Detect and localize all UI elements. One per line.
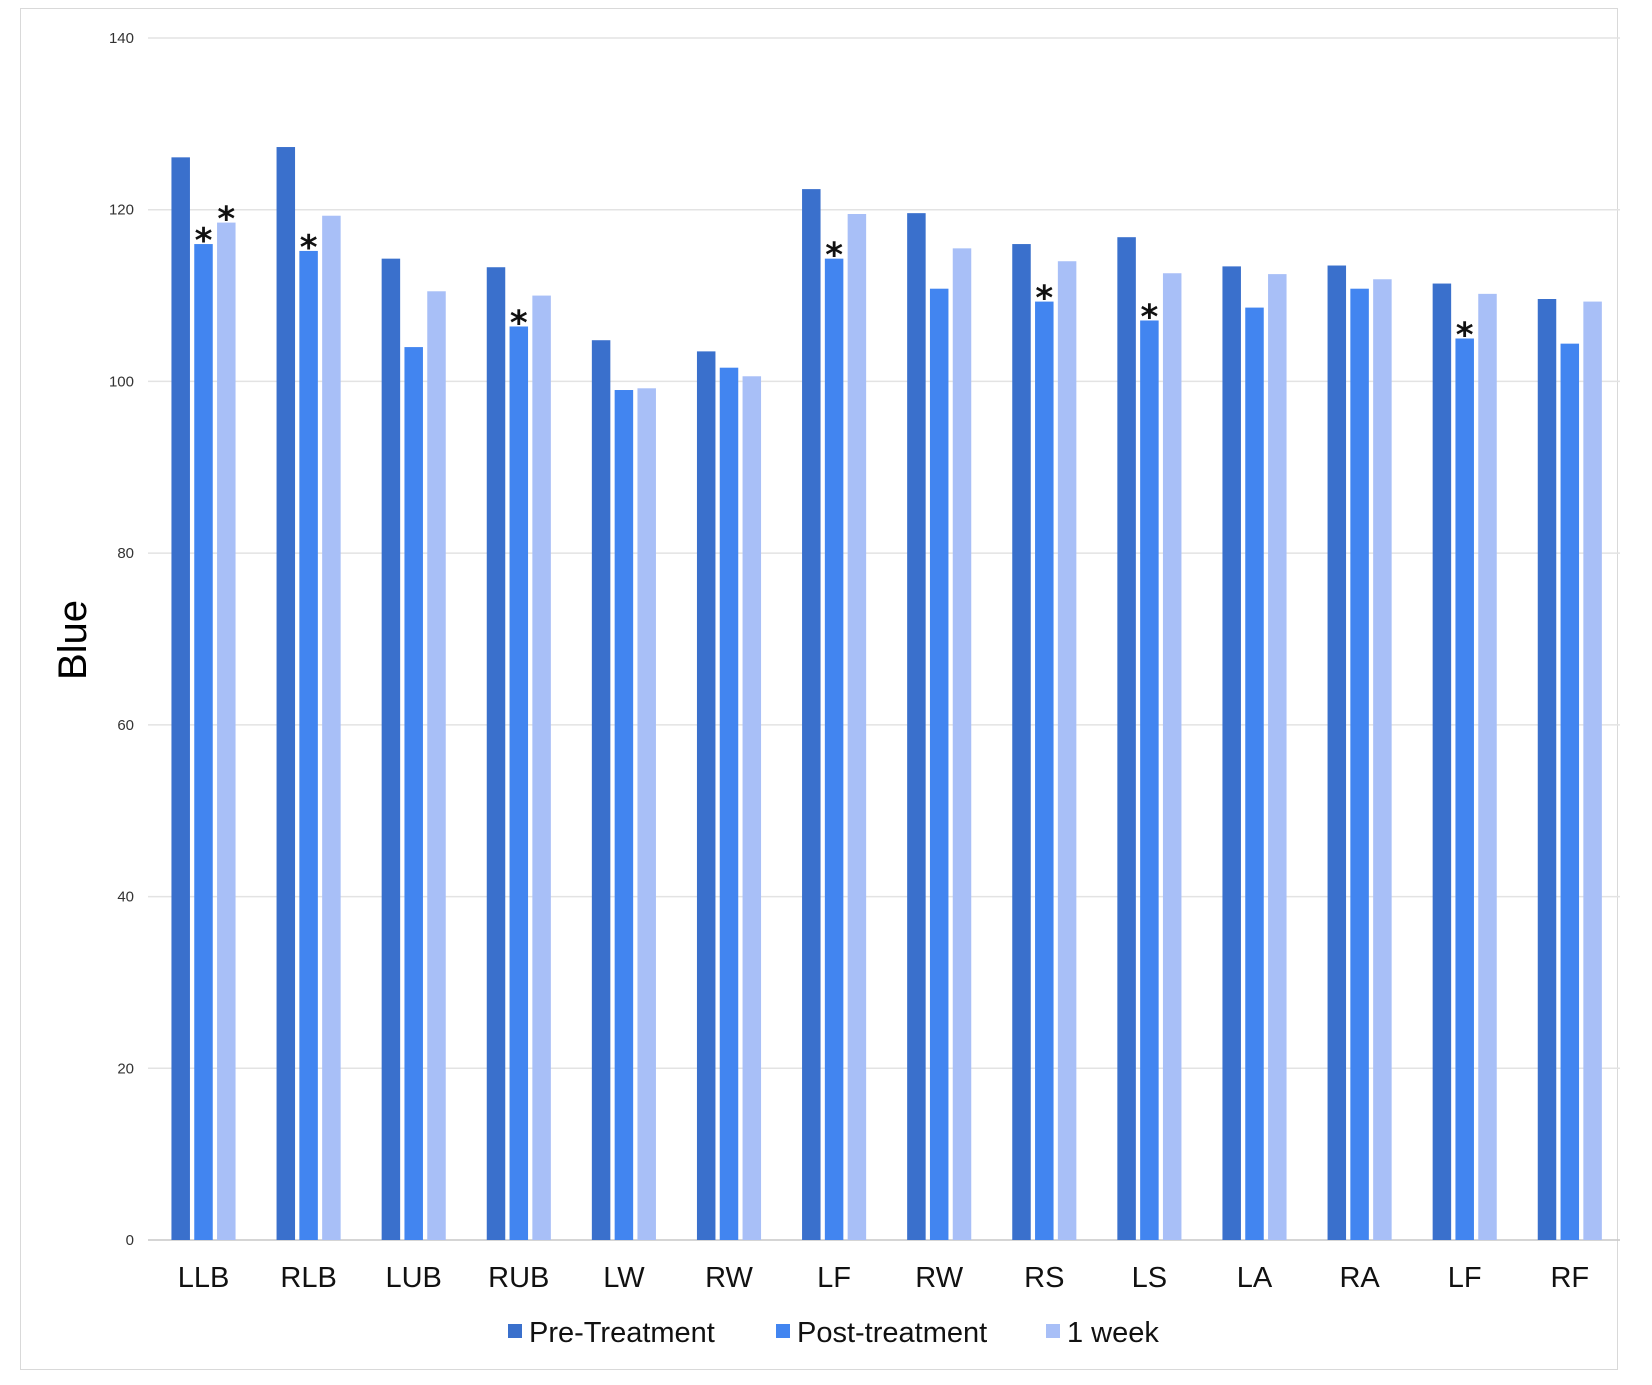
significance-star: * — [300, 228, 318, 268]
bar-rw-series-2 — [742, 376, 762, 1241]
bar-llb-series-0 — [171, 157, 190, 1240]
bar-la-series-1 — [1245, 307, 1264, 1240]
bar-rub-series-2 — [532, 295, 551, 1241]
bar-ls-series-0 — [1117, 237, 1136, 1240]
y-tick-label: 140 — [109, 30, 134, 47]
bar-rlb-series-1 — [299, 250, 318, 1240]
x-tick-label: RS — [1024, 1262, 1064, 1294]
bar-llb-series-2 — [217, 222, 236, 1241]
significance-markers: ****** * * — [195, 200, 1474, 356]
x-tick-label: LW — [603, 1262, 645, 1294]
legend: Pre-Treatment Post-treatment 1 week — [508, 1317, 1159, 1349]
y-tick-label: 0 — [126, 1232, 134, 1249]
x-tick-label: RA — [1339, 1262, 1380, 1294]
y-axis-label: Blue — [51, 600, 95, 680]
y-tick-labels: 0 20 40 60 80 100 120 140 — [109, 30, 134, 1249]
bar-lf-series-0 — [802, 189, 821, 1241]
bars — [171, 147, 1602, 1241]
x-tick-label: LF — [817, 1262, 851, 1294]
y-tick-label: 60 — [117, 717, 134, 734]
bar-rs-series-2 — [1057, 261, 1077, 1240]
legend-label: Post-treatment — [797, 1317, 987, 1349]
bar-lf-series-0 — [1432, 283, 1452, 1241]
bar-la-series-0 — [1222, 266, 1241, 1240]
x-tick-label: LF — [1448, 1262, 1482, 1294]
x-tick-label: LUB — [385, 1262, 441, 1294]
bar-rw-series-2 — [952, 248, 972, 1241]
bar-rub-series-1 — [509, 326, 529, 1241]
bar-rlb-series-2 — [322, 215, 341, 1241]
bar-rf-series-0 — [1537, 299, 1557, 1240]
bar-rw-series-0 — [907, 213, 926, 1241]
bar-la-series-2 — [1268, 274, 1287, 1240]
y-tick-label: 120 — [109, 202, 134, 219]
y-tick-label: 40 — [117, 889, 134, 906]
significance-star: * — [825, 236, 843, 276]
x-tick-label: RLB — [280, 1262, 336, 1294]
y-tick-label: 100 — [109, 373, 134, 390]
bar-lf-series-2 — [1478, 293, 1497, 1241]
significance-star: * — [510, 303, 528, 343]
legend-swatch — [1046, 1324, 1060, 1338]
legend-swatch — [508, 1324, 522, 1338]
bar-rw-series-1 — [929, 288, 949, 1240]
significance-star: * — [1035, 279, 1053, 319]
bar-lw-series-2 — [637, 388, 656, 1241]
bar-rlb-series-0 — [276, 147, 296, 1240]
grid-lines — [148, 37, 1620, 1241]
bar-llb-series-1 — [194, 244, 213, 1241]
bar-lw-series-0 — [591, 340, 611, 1240]
bar-rw-series-1 — [719, 367, 739, 1241]
significance-star: * — [195, 221, 213, 261]
x-tick-label: RF — [1550, 1262, 1589, 1294]
bar-ra-series-1 — [1350, 288, 1369, 1240]
legend-swatch — [776, 1324, 790, 1338]
bar-lw-series-1 — [614, 390, 634, 1240]
bar-ls-series-1 — [1140, 320, 1159, 1241]
legend-label: Pre-Treatment — [529, 1317, 715, 1349]
bar-rub-series-0 — [486, 267, 506, 1240]
x-tick-label: LA — [1237, 1262, 1273, 1294]
significance-star: * — [217, 200, 235, 240]
legend-label: 1 week — [1067, 1317, 1159, 1349]
bar-rs-series-1 — [1035, 301, 1054, 1240]
significance-star: * — [1456, 316, 1474, 356]
bar-ra-series-2 — [1373, 279, 1392, 1241]
y-tick-label: 20 — [117, 1060, 134, 1077]
x-tick-label: RW — [915, 1262, 963, 1294]
x-tick-label: LLB — [178, 1262, 230, 1294]
bar-ra-series-0 — [1327, 265, 1347, 1240]
bar-lf-series-2 — [847, 214, 867, 1241]
y-tick-label: 80 — [117, 545, 134, 562]
x-tick-labels: LLB RLB LUB RUB LW RW LF RW RS LS LA RA LF RF — [178, 1262, 1589, 1294]
x-tick-label: RUB — [488, 1262, 549, 1294]
x-tick-label: RW — [705, 1262, 753, 1294]
bar-rs-series-0 — [1012, 244, 1031, 1241]
significance-star: * — [1141, 297, 1159, 337]
bar-lub-series-0 — [381, 258, 401, 1241]
bar-lf-series-1 — [824, 258, 844, 1241]
bar-lf-series-1 — [1455, 338, 1474, 1240]
x-tick-label: LS — [1132, 1262, 1167, 1294]
bar-lub-series-2 — [427, 291, 446, 1240]
bar-ls-series-2 — [1162, 273, 1182, 1241]
bar-rf-series-1 — [1560, 343, 1580, 1240]
bar-rf-series-2 — [1583, 301, 1602, 1240]
bar-rw-series-0 — [696, 351, 716, 1241]
bar-lub-series-1 — [404, 347, 423, 1241]
